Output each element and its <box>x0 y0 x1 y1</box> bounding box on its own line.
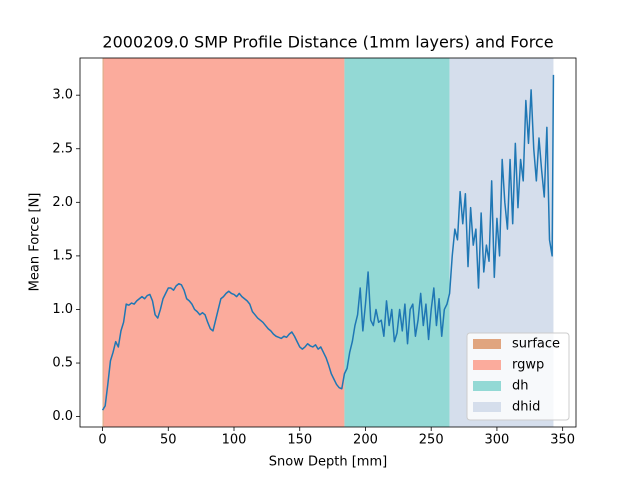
legend-label: surface <box>512 337 560 352</box>
data-line <box>101 74 555 411</box>
legend-label: dhid <box>512 400 540 415</box>
x-tick-label: 350 <box>550 433 575 448</box>
legend-label: rgwp <box>512 358 544 373</box>
legend-label: dh <box>512 379 529 394</box>
x-tick-label: 100 <box>222 433 247 448</box>
x-tick-label: 250 <box>419 433 444 448</box>
chart-title: 2000209.0 SMP Profile Distance (1mm laye… <box>102 33 553 52</box>
legend-swatch <box>473 360 501 370</box>
y-tick-label: 0.0 <box>52 409 73 424</box>
span <box>344 58 450 427</box>
x-axis-label: Snow Depth [mm] <box>269 455 387 470</box>
x-tick-label: 50 <box>160 433 177 448</box>
x-tick-label: 200 <box>353 433 378 448</box>
x-tick-label: 300 <box>485 433 510 448</box>
span <box>102 58 104 427</box>
y-tick-label: 2.0 <box>52 195 73 210</box>
plot-frame <box>79 57 577 428</box>
legend-box <box>466 332 570 421</box>
legend-swatch <box>473 381 501 391</box>
y-tick-label: 3.0 <box>52 88 73 103</box>
y-tick-label: 1.0 <box>52 302 73 317</box>
x-tick-label: 150 <box>287 433 312 448</box>
x-tick-label: 0 <box>98 433 106 448</box>
legend-swatch <box>473 339 501 349</box>
y-tick-label: 2.5 <box>52 141 73 156</box>
legend: surface rgwp dh dhid <box>466 332 570 421</box>
legend-swatch <box>473 402 501 412</box>
y-tick-label: 1.5 <box>52 248 73 263</box>
y-tick-label: 0.5 <box>52 356 73 371</box>
span <box>103 58 345 427</box>
y-axis-label: Mean Force [N] <box>28 193 43 292</box>
